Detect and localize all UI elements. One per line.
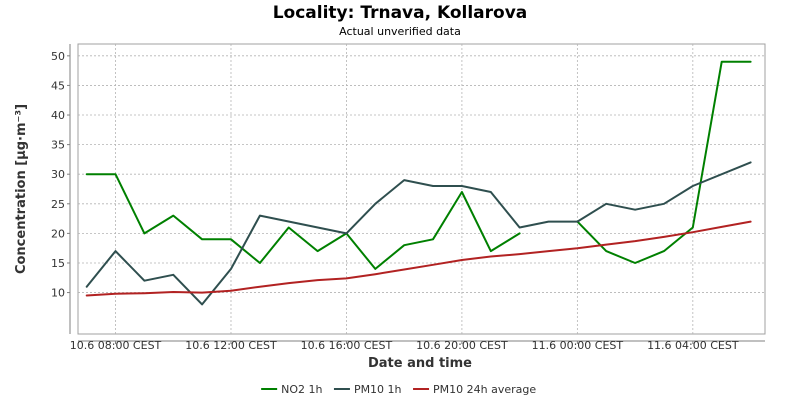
legend-label-pm10-1h: PM10 1h — [354, 383, 402, 396]
x-tick-label: 10.6 20:00 CEST — [416, 339, 508, 352]
chart-title: Locality: Trnava, Kollarova — [273, 3, 528, 23]
x-axis-label: Date and time — [368, 356, 472, 371]
y-tick-label: 20 — [51, 227, 65, 240]
x-tick-label: 11.6 04:00 CEST — [647, 339, 739, 352]
y-tick-label: 10 — [51, 287, 65, 300]
series-line-pm10-24h-average — [85, 220, 752, 297]
y-tick-label: 30 — [51, 168, 65, 181]
y-tick-label: 40 — [51, 109, 65, 122]
plot-area — [77, 43, 766, 335]
x-tick-label: 10.6 16:00 CEST — [301, 339, 393, 352]
y-tick-label: 50 — [51, 50, 65, 63]
chart-subtitle: Actual unverified data — [339, 25, 461, 38]
y-tick-label: 15 — [51, 257, 65, 270]
y-tick-label: 35 — [51, 139, 65, 152]
legend-label-pm10-24h-average: PM10 24h average — [433, 383, 536, 396]
x-tick-label: 10.6 08:00 CEST — [70, 339, 162, 352]
axes: 10 15 20 25 30 35 40 45 50 10.6 08:00 CEST 10.6 12… — [51, 44, 765, 352]
grid — [78, 44, 765, 334]
series-lines — [85, 60, 752, 306]
y-tick-label: 25 — [51, 198, 65, 211]
x-tick-label: 11.6 00:00 CEST — [532, 339, 624, 352]
legend: NO2 1h PM10 1h PM10 24h average — [261, 383, 536, 396]
series-line-no2-1h — [85, 60, 752, 270]
y-axis-label: Concentration [µg·m⁻³] — [14, 104, 29, 274]
legend-label-no2-1h: NO2 1h — [281, 383, 322, 396]
series-line-pm10-1h — [85, 161, 752, 306]
y-tick-label: 45 — [51, 79, 65, 92]
x-tick-label: 10.6 12:00 CEST — [185, 339, 277, 352]
